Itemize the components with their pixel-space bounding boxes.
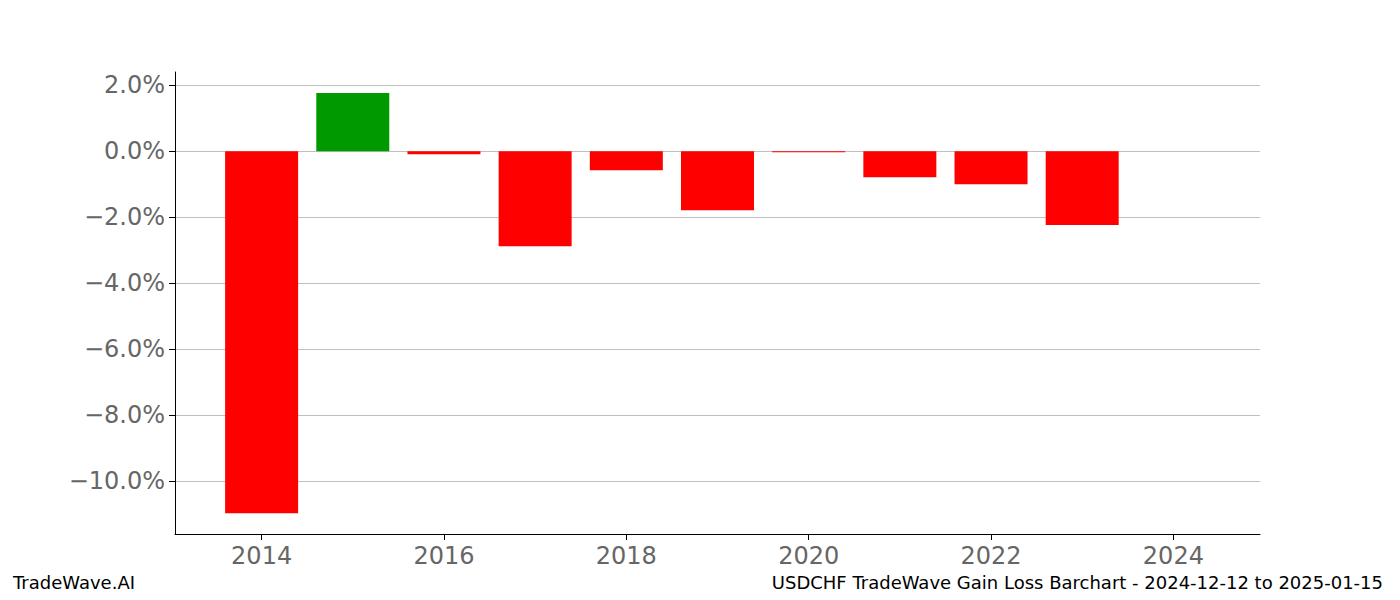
svg-text:2016: 2016 <box>413 542 474 570</box>
svg-text:2018: 2018 <box>596 542 657 570</box>
svg-text:TradeWave.AI: TradeWave.AI <box>12 572 135 593</box>
svg-text:USDCHF TradeWave Gain Loss Bar: USDCHF TradeWave Gain Loss Barchart - 20… <box>772 572 1383 593</box>
svg-text:−10.0%: −10.0% <box>69 467 165 495</box>
svg-text:−2.0%: −2.0% <box>84 203 165 231</box>
svg-text:2014: 2014 <box>231 542 292 570</box>
svg-text:2022: 2022 <box>960 542 1021 570</box>
svg-text:2020: 2020 <box>778 542 839 570</box>
svg-text:−6.0%: −6.0% <box>84 335 165 363</box>
svg-text:−4.0%: −4.0% <box>84 269 165 297</box>
svg-text:2024: 2024 <box>1143 542 1204 570</box>
svg-text:0.0%: 0.0% <box>104 137 165 165</box>
svg-text:−8.0%: −8.0% <box>84 401 165 429</box>
svg-text:2.0%: 2.0% <box>104 71 165 99</box>
